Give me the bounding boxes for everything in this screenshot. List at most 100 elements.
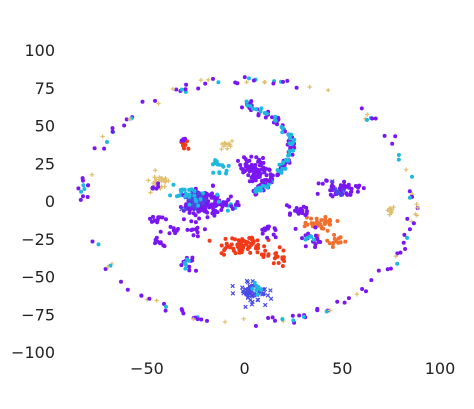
data-point — [403, 167, 409, 173]
data-point — [393, 134, 398, 139]
data-point — [207, 238, 212, 243]
data-point — [288, 211, 292, 216]
data-point — [315, 191, 320, 196]
data-point — [224, 241, 229, 246]
data-point — [197, 216, 202, 221]
data-point — [259, 287, 263, 292]
data-point — [300, 236, 304, 241]
data-point — [174, 228, 179, 233]
data-point — [396, 157, 401, 162]
data-point — [309, 234, 314, 239]
data-point — [78, 197, 83, 202]
data-point — [390, 141, 395, 146]
data-point — [244, 80, 249, 85]
data-point — [280, 166, 285, 171]
data-point — [202, 209, 207, 214]
data-point — [237, 247, 242, 252]
data-point — [263, 248, 268, 253]
data-point — [252, 280, 257, 285]
data-point — [275, 254, 280, 259]
data-point — [110, 129, 115, 134]
data-point — [257, 188, 262, 193]
data-point — [222, 248, 227, 253]
data-point — [255, 250, 260, 255]
data-point — [150, 219, 155, 224]
data-point — [263, 115, 268, 120]
data-point — [265, 185, 270, 190]
data-point — [105, 140, 109, 144]
data-point — [186, 146, 191, 151]
data-point — [219, 147, 224, 152]
data-point — [247, 236, 252, 240]
data-point — [247, 290, 252, 296]
data-point — [193, 197, 198, 202]
data-point — [250, 286, 255, 291]
data-point — [325, 228, 330, 233]
data-point — [221, 164, 226, 169]
data-point — [244, 278, 250, 284]
data-point — [280, 130, 285, 135]
data-point — [154, 235, 159, 240]
data-point — [273, 235, 278, 240]
data-point — [335, 299, 340, 304]
data-point — [162, 184, 167, 189]
data-point — [200, 205, 205, 210]
data-point — [290, 152, 295, 157]
data-point — [393, 254, 398, 259]
data-point — [182, 206, 188, 212]
data-point — [154, 298, 159, 303]
x-tick-label: −50 — [130, 359, 164, 378]
data-point — [207, 205, 212, 210]
data-point — [211, 207, 216, 212]
data-point — [369, 278, 374, 283]
data-point — [327, 222, 332, 227]
data-point — [303, 213, 308, 217]
data-point — [168, 224, 173, 229]
data-point — [249, 154, 254, 159]
data-point — [214, 203, 219, 208]
data-point — [254, 283, 259, 288]
data-point — [229, 242, 234, 247]
data-point — [76, 186, 81, 191]
data-point — [194, 227, 199, 232]
data-point — [219, 251, 224, 256]
data-point — [163, 308, 168, 313]
data-point — [275, 122, 279, 127]
data-point — [276, 261, 281, 265]
data-point — [81, 194, 85, 199]
data-point — [253, 324, 258, 328]
data-point — [171, 228, 176, 233]
data-point — [262, 170, 267, 174]
data-point — [158, 229, 163, 234]
x-tick-label: 50 — [332, 359, 352, 378]
data-point — [321, 226, 326, 231]
data-point — [179, 87, 184, 92]
data-point — [318, 240, 323, 244]
data-point — [163, 176, 168, 181]
data-point — [281, 79, 285, 84]
data-point — [194, 268, 198, 273]
data-point — [405, 216, 410, 221]
data-point — [206, 77, 211, 83]
data-point — [245, 247, 250, 252]
data-point — [210, 162, 215, 167]
data-point — [216, 199, 221, 204]
data-point — [301, 314, 306, 319]
x-tick-label: 100 — [425, 359, 456, 378]
data-point — [205, 215, 210, 220]
x-axis: −50 0 50 100 — [130, 359, 455, 378]
data-point — [330, 183, 335, 188]
data-point — [391, 204, 396, 210]
data-point — [146, 178, 151, 183]
data-point — [373, 116, 378, 121]
data-point — [151, 214, 155, 219]
data-point — [313, 225, 318, 230]
data-point — [405, 235, 410, 240]
data-point — [279, 170, 284, 175]
data-point — [325, 238, 330, 243]
data-point — [247, 289, 252, 294]
data-point — [389, 210, 394, 216]
data-point — [415, 205, 421, 210]
data-point — [376, 268, 381, 273]
data-point — [273, 118, 278, 123]
